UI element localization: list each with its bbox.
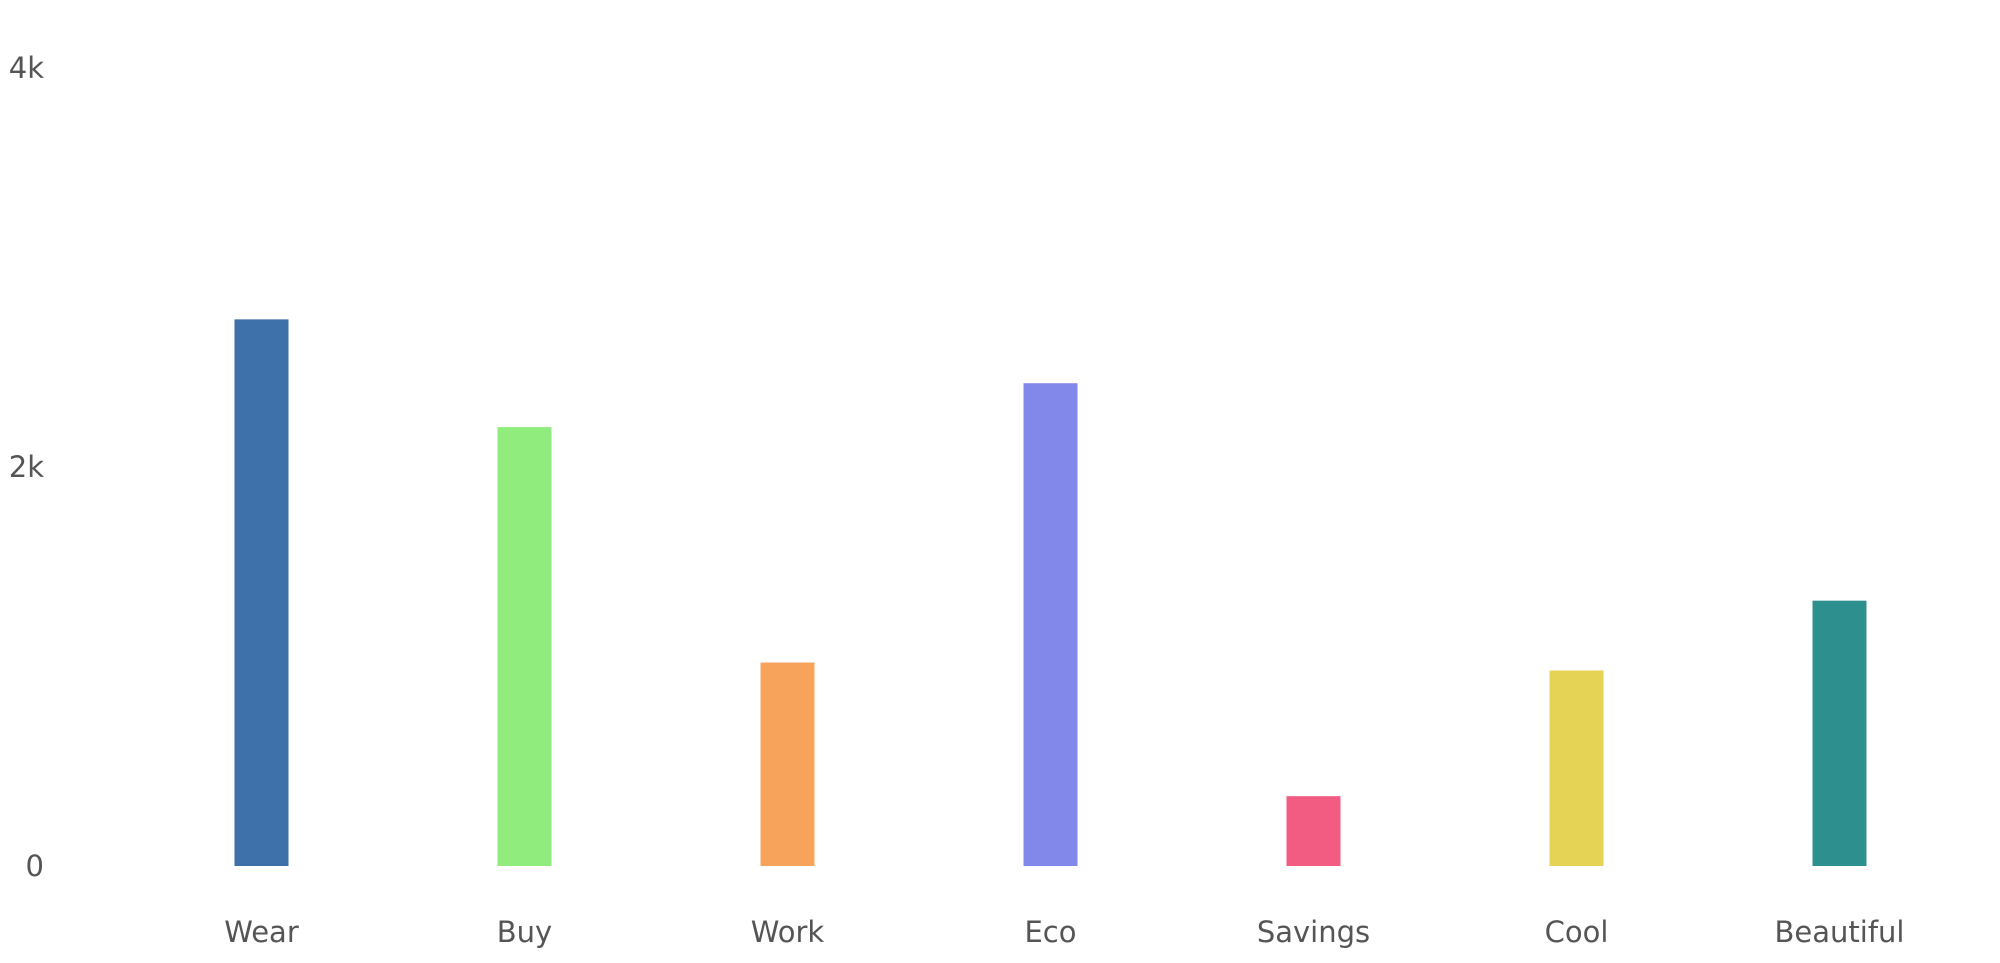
x-tick-label: Eco [1024,915,1076,949]
x-tick-label: Beautiful [1775,915,1905,949]
y-tick-label: 2k [9,450,44,484]
bar-eco[interactable] [1023,383,1078,866]
y-tick-label: 4k [9,51,44,85]
y-tick-label: 0 [26,849,44,883]
bar-savings[interactable] [1286,796,1341,866]
x-tick-label: Cool [1545,915,1609,949]
x-tick-label: Savings [1257,915,1370,949]
x-tick-label: Work [751,915,825,949]
bar-beautiful[interactable] [1812,600,1867,866]
bar-cool[interactable] [1549,670,1604,866]
y-axis: 0 2k 4k [9,51,44,883]
bar-work[interactable] [760,662,815,866]
bar-wear[interactable] [234,319,289,866]
x-axis: Wear Buy Work Eco Savings Cool Beautiful [224,915,1904,949]
x-tick-label: Wear [224,915,299,949]
bars [234,319,1867,866]
x-tick-label: Buy [497,915,552,949]
bar-buy[interactable] [497,427,552,866]
